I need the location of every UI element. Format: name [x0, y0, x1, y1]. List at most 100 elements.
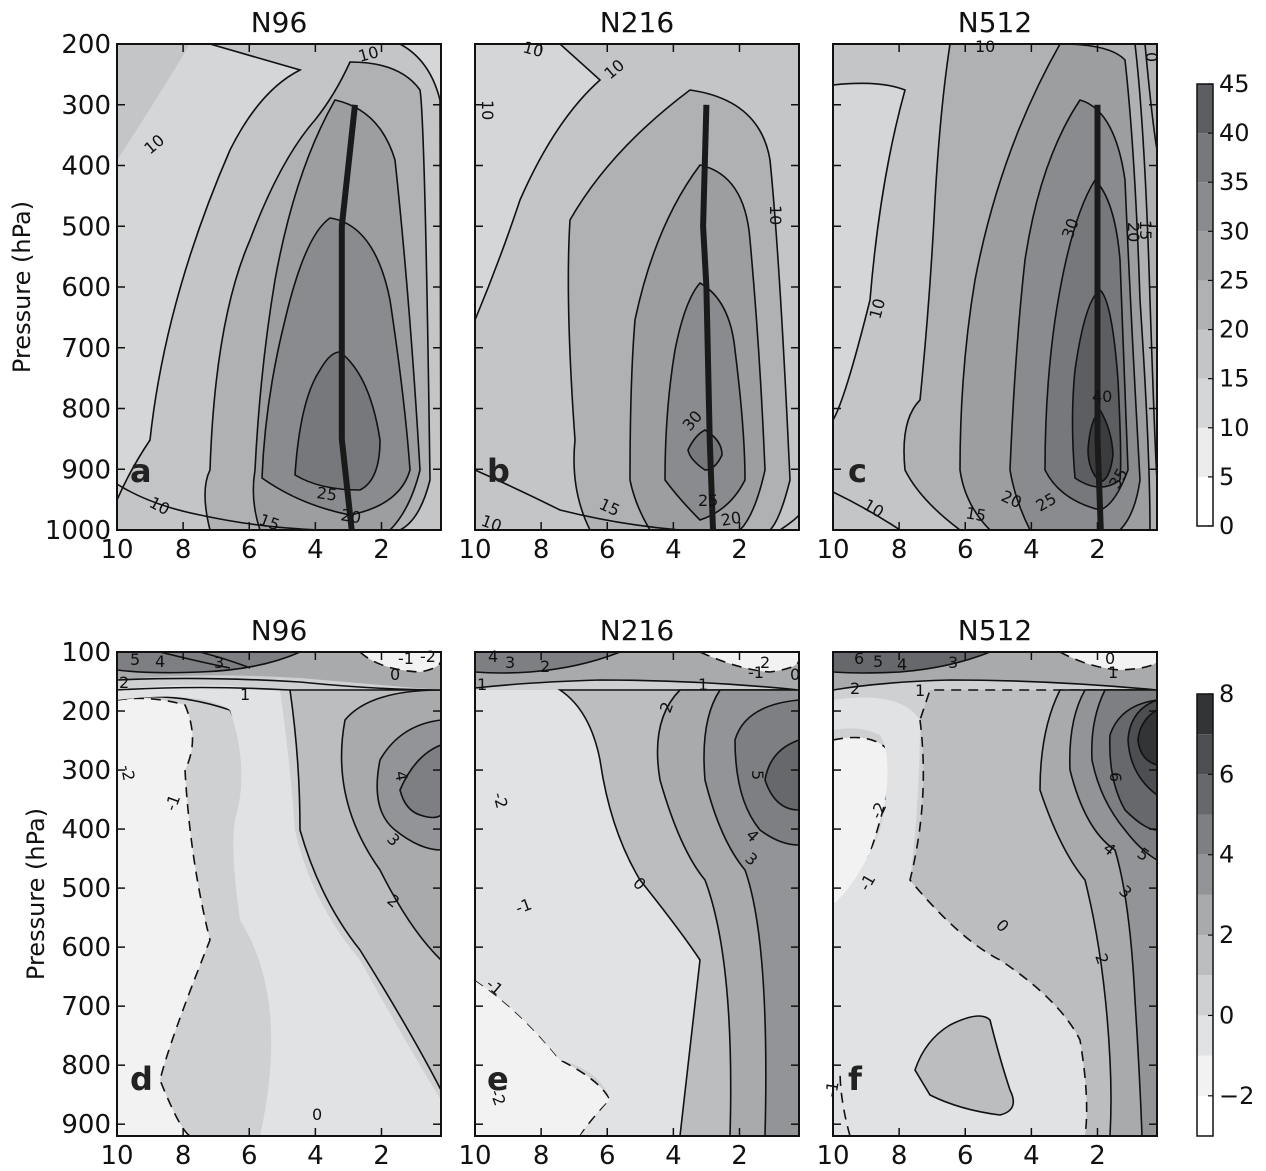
contour-label: 10 [356, 42, 381, 66]
colorbar-level [1197, 1055, 1213, 1096]
panel-b: 10 10 10 10 10 15 25 30 20 N216 b [474, 6, 800, 536]
x-tick-label: 10 [816, 535, 849, 565]
y-tick-label: 700 [61, 334, 111, 364]
panel-f-contour-labels: 6 5 4 3 0 1 2 1 -2 6 4 5 -1 3 0 2 -1 [821, 649, 1153, 1099]
contour-label: -1 [821, 1080, 842, 1099]
x-tick-label: 2 [373, 535, 390, 565]
contour-label: 2 [119, 673, 129, 692]
x-tick-label: 4 [307, 535, 324, 565]
panel-d: 5 4 3 -1 -2 0 2 1 -2 -1 4 3 2 0 N96 d [116, 614, 442, 1137]
contour-label: -2 [117, 763, 138, 782]
colorbar-level [1197, 734, 1213, 775]
colorbar-level [1197, 814, 1213, 855]
contour-label: 3 [505, 653, 515, 672]
contour-label: -1 [748, 663, 764, 682]
y-tick-label: 500 [61, 874, 111, 904]
x-tick-label: 6 [599, 1141, 616, 1171]
x-tick-label: 2 [731, 535, 748, 565]
y-tick-label: 400 [61, 152, 111, 182]
x-tick-label: 8 [533, 1141, 550, 1171]
x-tick-label: 10 [100, 1141, 133, 1171]
contour-label: 20 [339, 505, 362, 527]
panel-f-title: N512 [958, 614, 1032, 647]
contour-label: 5 [130, 650, 140, 669]
contour-label: 10 [975, 37, 995, 56]
contour-label: 1 [240, 685, 250, 704]
panel-b-title: N216 [600, 6, 674, 39]
x-tick-label: 10 [816, 1141, 849, 1171]
contour-label: -2 [866, 799, 890, 821]
colorbar-tick-label: 35 [1219, 168, 1250, 196]
panel-e-frame [474, 651, 800, 1137]
contour-label: 0 [312, 1105, 322, 1124]
panel-d-frame [116, 651, 442, 1137]
contour-label: -1 [398, 649, 414, 668]
contour-label: 10 [521, 38, 546, 62]
colorbar-level [1197, 378, 1213, 428]
contour-label: 15 [1136, 220, 1155, 240]
colorbar-tick-label: 45 [1219, 70, 1250, 98]
colorbar-top: 45 40 35 30 25 20 15 10 5 0 [1196, 70, 1250, 540]
colorbar-level [1197, 975, 1213, 1016]
colorbar-tick-label: 5 [1219, 463, 1234, 491]
y-tick-label: 900 [61, 1110, 111, 1140]
contour-label: 40 [1092, 387, 1112, 406]
colorbar-bottom: 8 6 4 2 0 −2 [1196, 680, 1254, 1137]
colorbar-tick-label: 10 [1219, 414, 1250, 442]
contour-label: 4 [488, 647, 498, 666]
contour-label: 1 [477, 675, 487, 694]
x-tick-label: 2 [373, 1141, 390, 1171]
colorbar-level [1197, 1095, 1213, 1136]
panel-c-title: N512 [958, 6, 1032, 39]
colorbar-level [1197, 694, 1213, 735]
colorbar-level [1197, 182, 1213, 232]
contour-label: -2 [420, 647, 436, 666]
contour-label: -1 [513, 894, 534, 917]
colorbar-tick-label: −2 [1219, 1082, 1254, 1110]
panel-e-letter: e [487, 1060, 509, 1098]
colorbar-level [1197, 231, 1213, 281]
contour-label: 1 [698, 675, 708, 694]
contour-label: 5 [873, 652, 883, 671]
x-tick-label: 8 [175, 535, 192, 565]
y-tick-label: 700 [61, 992, 111, 1022]
panel-a-letter: a [130, 452, 152, 490]
x-tick-label: 6 [241, 535, 258, 565]
y-tick-label: 600 [61, 933, 111, 963]
contour-label: 1 [1108, 663, 1118, 682]
x-tick-label: 4 [1023, 1141, 1040, 1171]
contour-label: -2 [486, 1087, 509, 1108]
x-tick-label: 4 [665, 1141, 682, 1171]
x-tick-label: 6 [241, 1141, 258, 1171]
colorbar-level [1197, 427, 1213, 477]
x-tick-label: 8 [891, 1141, 908, 1171]
y-tick-label: 400 [61, 815, 111, 845]
panel-e-fills [475, 652, 799, 1136]
y-axis-label-bottom: Pressure (hPa) [22, 808, 50, 980]
colorbar-level [1197, 476, 1213, 526]
colorbar-tick-label: 6 [1219, 760, 1234, 788]
contour-label: 4 [391, 769, 411, 782]
contour-label: 2 [850, 679, 860, 698]
y-tick-label: 200 [61, 30, 111, 60]
x-tick-label: 10 [100, 535, 133, 565]
x-tick-label: 2 [1089, 1141, 1106, 1171]
x-tick-label: 8 [533, 535, 550, 565]
contour-label: 5 [748, 770, 767, 780]
panel-b-core-line [700, 104, 716, 531]
x-tick-label: 6 [599, 535, 616, 565]
contour-label: -2 [489, 790, 511, 810]
y-tick-label: 300 [61, 756, 111, 786]
x-tick-label: 2 [1089, 535, 1106, 565]
contour-label: 0 [1105, 649, 1115, 668]
panel-c-fills [833, 44, 1157, 530]
panel-e-title: N216 [600, 614, 674, 647]
contour-label: 25 [698, 491, 718, 510]
contour-label: 10 [766, 205, 785, 225]
contour-label: 10 [866, 296, 890, 321]
x-tick-label: 10 [458, 1141, 491, 1171]
panel-f-letter: f [848, 1060, 863, 1098]
colorbar-frame [1196, 83, 1214, 527]
